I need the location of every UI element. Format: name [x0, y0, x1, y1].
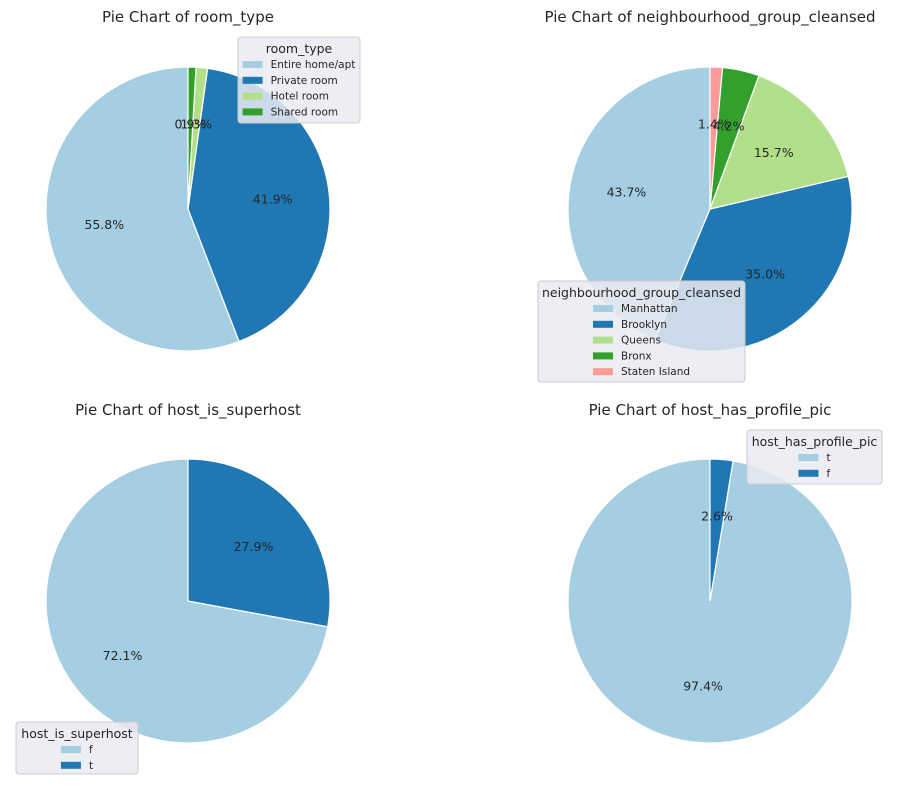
- legend-entry-label: Shared room: [271, 106, 338, 118]
- pie-subplot: Pie Chart of neighbourhood_group_cleanse…: [537, 8, 876, 383]
- pie-wedges: [567, 66, 853, 352]
- slice-percent-label: 27.9%: [234, 539, 274, 554]
- pie-slice: [187, 458, 331, 628]
- pie-wedges: [567, 458, 853, 744]
- legend-swatch: [242, 76, 263, 84]
- legend-swatch: [592, 336, 613, 344]
- legend-entry-label: f: [826, 468, 830, 480]
- legend-entry-label: Entire home/apt: [271, 59, 356, 71]
- pie-subplot: Pie Chart of host_has_profile_pic 97.4% 2.…: [567, 401, 883, 744]
- chart-title: Pie Chart of host_is_superhost: [75, 401, 301, 420]
- slice-percent-label: 97.4%: [683, 678, 723, 693]
- slice-percent-label: 4.2%: [713, 118, 745, 133]
- legend-title: host_has_profile_pic: [752, 434, 878, 449]
- pie-slice: [45, 66, 240, 352]
- legend-entry-label: t: [89, 760, 93, 772]
- chart-title: Pie Chart of host_has_profile_pic: [589, 401, 832, 420]
- legend-swatch: [592, 305, 613, 312]
- pie-slice: [709, 458, 734, 602]
- legend-swatch: [242, 61, 263, 68]
- legend-swatch: [60, 746, 81, 753]
- legend-frame: [237, 36, 361, 124]
- slice-percent-label: 35.0%: [745, 266, 785, 281]
- legend-entry-label: t: [826, 452, 830, 464]
- pie-wedges: [45, 66, 331, 352]
- legend-entry-label: Private room: [271, 75, 338, 87]
- pie-slice: [709, 74, 849, 210]
- legend-swatch: [242, 108, 263, 116]
- legend-title: neighbourhood_group_cleansed: [542, 285, 741, 300]
- slice-percent-label: 41.9%: [253, 192, 293, 207]
- legend-entry-label: Manhattan: [621, 303, 678, 315]
- legend-frame: [537, 280, 746, 383]
- pie-slice: [709, 66, 724, 210]
- legend-swatch: [592, 320, 613, 328]
- legend-swatch: [798, 454, 819, 461]
- slice-percent-label: 1.3%: [180, 117, 212, 132]
- pie-labels: 43.7% 35.0% 15.7% 4.2%1.4%: [607, 116, 794, 281]
- legend: neighbourhood_group_cleansed Manhattan Bro…: [537, 280, 746, 383]
- pie-subplot: Pie Chart of host_is_superhost 72.1% 27.9%…: [15, 401, 331, 775]
- legend-title: room_type: [266, 41, 333, 56]
- slice-percent-label: 15.7%: [754, 145, 794, 160]
- legend-swatch: [60, 761, 81, 769]
- slice-percent-label: 55.8%: [84, 217, 124, 232]
- legend-swatch: [592, 352, 613, 360]
- slice-percent-label: 43.7%: [607, 185, 647, 200]
- legend-entry-label: Bronx: [621, 350, 652, 362]
- legend-swatch: [798, 469, 819, 477]
- pie-slice: [187, 66, 197, 210]
- legend-swatch: [242, 92, 263, 100]
- slice-percent-label: 0.9%: [175, 116, 207, 131]
- pie-labels: 72.1% 27.9%: [103, 539, 274, 663]
- pie-slice: [45, 458, 329, 744]
- slice-percent-label: 1.4%: [698, 116, 730, 131]
- pie-labels: 97.4% 2.6%: [683, 509, 733, 694]
- legend-entry-label: Brooklyn: [621, 319, 667, 331]
- pie-wedges: [45, 458, 331, 744]
- legend-entry-label: Staten Island: [621, 366, 690, 378]
- slice-percent-label: 72.1%: [103, 648, 143, 663]
- legend-title: host_is_superhost: [21, 726, 133, 741]
- legend-entry-label: f: [89, 744, 93, 756]
- legend-swatch: [592, 368, 613, 376]
- chart-title: Pie Chart of room_type: [102, 8, 274, 27]
- pie-labels: 55.8% 41.9% 1.3%0.9%: [84, 116, 292, 232]
- legend-entry-label: Hotel room: [271, 91, 329, 103]
- chart-title: Pie Chart of neighbourhood_group_cleanse…: [545, 8, 876, 27]
- pie-subplot: Pie Chart of room_type 55.8% 41.9% 1.3%0.9%…: [45, 8, 361, 352]
- legend: room_type Entire home/apt Private room Hote…: [237, 36, 361, 124]
- legend-entry-label: Queens: [621, 335, 661, 347]
- slice-percent-label: 2.6%: [701, 509, 733, 524]
